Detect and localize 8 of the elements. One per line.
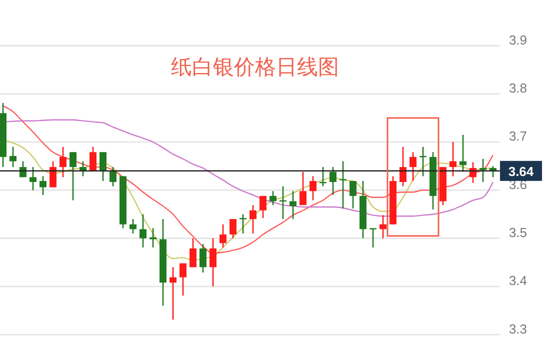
y-tick-label: 3.5: [508, 225, 528, 240]
ref-line-label: 3.64: [508, 164, 534, 179]
text: 纸白银价格日线图: [171, 56, 339, 79]
y-tick-label: 3.9: [508, 32, 528, 48]
y-tick-label: 3.8: [508, 80, 528, 96]
y-tick-label: 3.7: [508, 128, 528, 144]
y-tick-label: 3.3: [508, 321, 528, 336]
y-tick-label: 3.4: [508, 273, 528, 288]
